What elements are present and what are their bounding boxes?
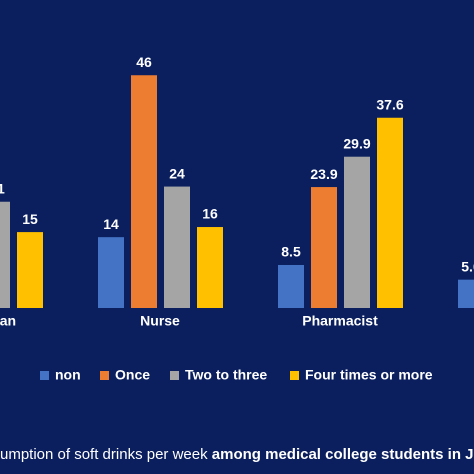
data-label: 8.5: [281, 244, 301, 260]
bar: [458, 279, 474, 308]
data-label: 15: [22, 211, 38, 227]
bar: [17, 232, 43, 308]
legend-label: non: [55, 367, 81, 383]
caption-normal: umption of soft drinks per week: [0, 446, 208, 463]
x-tick-label: Nurse: [140, 313, 180, 329]
caption: umption of soft drinks per week among me…: [0, 446, 474, 463]
data-label: 21: [0, 180, 5, 196]
legend-label: Four times or more: [305, 367, 433, 383]
data-label: 46: [136, 54, 152, 70]
bar: [98, 237, 124, 308]
legend-swatch: [40, 371, 49, 380]
legend-swatch: [100, 371, 109, 380]
legend-swatch: [290, 371, 299, 380]
bar: [344, 156, 370, 308]
bar: [0, 201, 10, 308]
bar: [197, 227, 223, 308]
data-label: 24: [169, 165, 185, 181]
legend-swatch: [170, 371, 179, 380]
x-tick-label: Pharmacist: [302, 313, 378, 329]
bar: [377, 117, 403, 308]
data-label: 5.6: [461, 258, 474, 274]
x-tick-label: Technician: [0, 313, 16, 329]
data-label: 23.9: [310, 166, 337, 182]
data-label: 14: [103, 216, 119, 232]
legend-label: Two to three: [185, 367, 267, 383]
bar: [311, 187, 337, 308]
data-label: 37.6: [376, 96, 403, 112]
legend-label: Once: [115, 367, 150, 383]
data-label: 29.9: [343, 135, 370, 151]
bar: [278, 264, 304, 308]
caption-bold: among medical college students in J: [212, 446, 474, 463]
bar: [131, 75, 157, 309]
bar: [164, 186, 190, 308]
data-label: 16: [202, 206, 218, 222]
